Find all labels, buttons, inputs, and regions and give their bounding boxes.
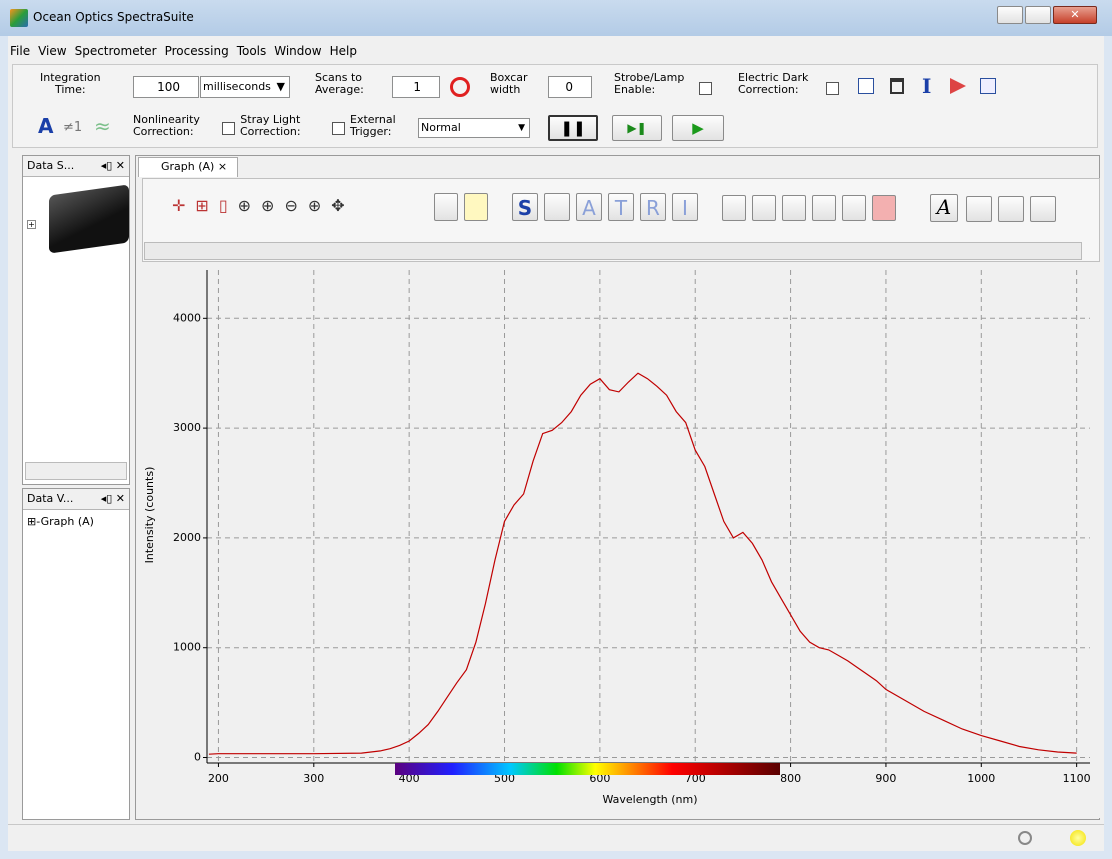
x-axis-label: Wavelength (nm)	[602, 793, 697, 806]
graph-tab[interactable]: Graph (A) ×	[138, 157, 238, 177]
trigger-value: Normal	[421, 121, 461, 134]
y-tick-label: 4000	[173, 311, 201, 324]
stop-icon[interactable]	[450, 77, 470, 97]
bulb-on-button[interactable]	[464, 193, 488, 221]
panel-header: Data S...◂▯ ✕	[23, 156, 129, 177]
strobe-label: Strobe/Lamp Enable:	[614, 72, 684, 96]
tree-item-label: Graph (A)	[41, 515, 94, 528]
zoom-tools[interactable]: ✛⊞▯⊕⊕⊖⊕✥	[172, 196, 345, 215]
dark-mode[interactable]	[544, 193, 570, 221]
menu-item[interactable]: File	[10, 44, 30, 62]
menu-item[interactable]: Tools	[237, 44, 267, 62]
window-title: Ocean Optics SpectraSuite	[33, 10, 194, 24]
status-light	[1070, 830, 1086, 846]
x-tick-label: 1000	[967, 772, 995, 785]
toolbar-scrollbar[interactable]	[144, 242, 1082, 260]
h-scrollbar[interactable]	[25, 462, 127, 480]
app-icon	[10, 9, 28, 27]
spectrum-bar	[395, 763, 780, 775]
nonlinearity-checkbox[interactable]	[222, 122, 235, 135]
x-tick-label: 1100	[1063, 772, 1091, 785]
menu-item[interactable]: Processing	[165, 44, 229, 62]
mode-ne[interactable]: ≠1	[63, 120, 82, 135]
nonlinearity-label: Nonlinearity Correction:	[133, 114, 200, 138]
minimize-button[interactable]	[997, 6, 1023, 24]
mode-approx[interactable]: ≈	[94, 114, 111, 138]
absorbance-mode[interactable]: A	[576, 193, 602, 221]
data-sources-panel: Data S...◂▯ ✕ +	[22, 155, 130, 485]
reflection-mode[interactable]: R	[640, 193, 666, 221]
data-views-panel: Data V...◂▯ ✕ ⊞-Graph (A)	[22, 488, 130, 820]
dark-checkbox[interactable]	[826, 82, 839, 95]
status-icon	[1018, 831, 1032, 845]
x-tick-label: 900	[875, 772, 896, 785]
integration-input[interactable]: 100	[133, 76, 199, 98]
device-image	[49, 184, 129, 253]
menu-bar: File View Spectrometer Processing Tools …	[10, 44, 357, 62]
integration-label: Integration Time:	[40, 72, 101, 96]
y-axis-label: Intensity (counts)	[143, 467, 156, 564]
menu-item[interactable]: Window	[274, 44, 321, 62]
tab-label: Graph (A)	[161, 160, 214, 173]
tree-item[interactable]: ⊞-Graph (A)	[27, 515, 94, 528]
step-button[interactable]: ▶❚	[612, 115, 662, 141]
panel-header: Data V...◂▯ ✕	[23, 489, 129, 510]
draw-tools[interactable]	[966, 196, 1056, 222]
bulb-button[interactable]	[434, 193, 458, 221]
y-tick-label: 0	[194, 751, 201, 764]
scope-mode[interactable]: S	[512, 193, 538, 221]
annotate-button[interactable]: A	[930, 194, 958, 222]
color-icon[interactable]	[950, 78, 966, 94]
x-tick-label: 800	[780, 772, 801, 785]
app-window: {"window": {"title": "Ocean Optics Spect…	[0, 0, 1112, 859]
mode-a[interactable]: A	[38, 114, 53, 138]
pause-button[interactable]: ❚❚	[548, 115, 598, 141]
menu-item[interactable]: Spectrometer	[75, 44, 157, 62]
x-tick-label: 300	[303, 772, 324, 785]
y-tick-label: 2000	[173, 531, 201, 544]
boxcar-label: Boxcar width	[490, 72, 528, 96]
unit-value: milliseconds	[203, 80, 271, 93]
trigger-dropdown[interactable]: Normal▼	[418, 118, 530, 138]
maximize-button[interactable]	[1025, 6, 1051, 24]
y-tick-label: 1000	[173, 641, 201, 654]
menu-item[interactable]: View	[38, 44, 66, 62]
status-bar	[8, 824, 1104, 851]
boxcar-input[interactable]: 0	[548, 76, 592, 98]
panel-title: Data S...	[27, 159, 74, 172]
table-icon[interactable]	[890, 78, 904, 94]
plot-background	[136, 262, 1100, 818]
graph-icon[interactable]	[858, 78, 874, 94]
panel-title: Data V...	[27, 492, 73, 505]
play-button[interactable]: ▶	[672, 115, 724, 141]
overlay-icon[interactable]	[980, 78, 996, 94]
scans-input[interactable]: 1	[392, 76, 440, 98]
text-icon[interactable]: I	[922, 74, 931, 98]
close-button[interactable]: ✕	[1053, 6, 1097, 24]
irradiance-mode[interactable]: I	[672, 193, 698, 221]
file-tools[interactable]	[722, 195, 896, 221]
transmission-mode[interactable]: T	[608, 193, 634, 221]
expand-icon[interactable]: +	[27, 220, 36, 229]
trigger-label: External Trigger:	[350, 114, 396, 138]
menu-item[interactable]: Help	[330, 44, 357, 62]
stray-label: Stray Light Correction:	[240, 114, 301, 138]
title-bar: Ocean Optics SpectraSuite ✕	[0, 0, 1112, 36]
unit-dropdown[interactable]: milliseconds▼	[200, 76, 290, 98]
y-tick-label: 3000	[173, 421, 201, 434]
scans-label: Scans to Average:	[315, 72, 364, 96]
x-tick-label: 200	[208, 772, 229, 785]
strobe-checkbox[interactable]	[699, 82, 712, 95]
dark-label: Electric Dark Correction:	[738, 72, 808, 96]
stray-checkbox[interactable]	[332, 122, 345, 135]
